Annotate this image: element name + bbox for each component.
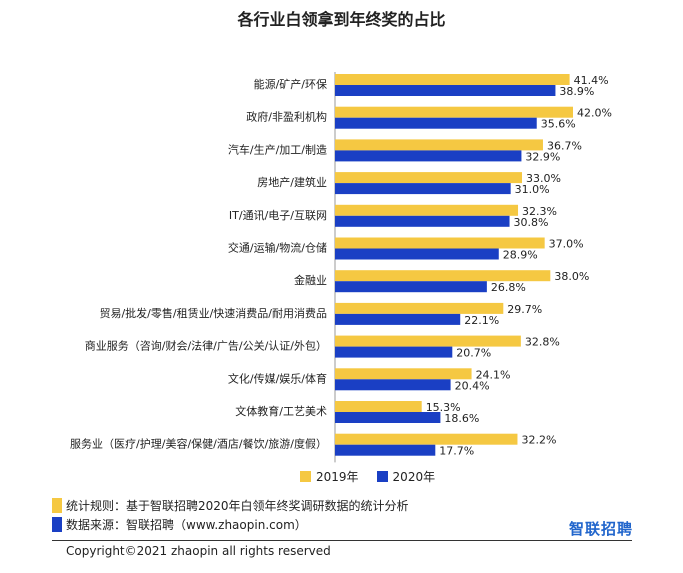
bar-2019 [335,302,504,314]
category-label: 房地产/建筑业 [257,175,327,189]
data-label-2020: 28.9% [503,249,538,262]
category-label: 服务业（医疗/护理/美容/保健/酒店/餐饮/旅游/度假） [70,437,327,451]
bar-2019 [335,401,422,412]
note-method-text: 统计规则：基于智联招聘2020年白领年终奖调研数据的统计分析 [66,499,409,513]
bar-2019 [335,335,521,347]
bar-2020 [335,183,511,195]
bar-2019 [335,270,551,282]
copyright: Copyright©2021 zhaopin all rights reserv… [66,544,331,558]
note-source-text: 数据来源：智联招聘（www.zhaopin.com） [66,518,307,532]
footer-divider [52,540,632,541]
data-label-2020: 38.9% [559,85,594,98]
category-label: 文体教育/工艺美术 [235,404,327,418]
data-label-2019: 42.0% [577,107,612,120]
data-label-2020: 17.7% [439,445,474,458]
category-label: 政府/非盈利机构 [246,110,327,124]
bar-2020 [335,150,522,162]
data-label-2019: 15.3% [426,401,461,414]
data-label-2019: 24.1% [476,368,511,381]
category-label: 交通/运输/物流/仓储 [228,241,327,255]
data-label-2019: 36.7% [547,139,582,152]
bar-2019 [335,204,519,216]
category-label: IT/通讯/电子/互联网 [229,209,327,222]
data-label-2019: 41.4% [574,74,609,87]
bar-2020 [335,117,537,129]
bar-2020 [335,346,453,358]
data-label-2020: 22.1% [464,314,499,327]
data-label-2020: 26.8% [491,281,526,294]
data-label-2019: 33.0% [526,172,561,185]
note-source-marker [52,517,62,532]
note-method-marker [52,498,62,513]
data-label-2019: 37.0% [549,238,584,251]
legend-item-2019: 2019年 [300,468,359,485]
bar-2020 [335,444,436,456]
bar-2020 [335,379,451,391]
category-label: 贸易/批发/零售/租赁业/快速消费品/耐用消费品 [99,306,327,320]
data-label-2019: 29.7% [507,303,542,316]
note-source: 数据来源：智联招聘（www.zhaopin.com） [52,515,409,534]
legend-label-2019: 2019年 [316,470,359,484]
data-label-2020: 18.6% [444,412,479,425]
bar-2020 [335,215,510,227]
data-label-2019: 32.8% [525,336,560,349]
legend-swatch-2019 [300,471,311,482]
notes: 统计规则：基于智联招聘2020年白领年终奖调研数据的统计分析 数据来源：智联招聘… [52,496,409,534]
data-label-2019: 38.0% [554,270,589,283]
bar-2019 [335,433,518,445]
bar-2020 [335,248,499,260]
note-method: 统计规则：基于智联招聘2020年白领年终奖调研数据的统计分析 [52,496,409,515]
bar-2019 [335,139,543,151]
bar-2019 [335,106,573,118]
category-label: 文化/传媒/娱乐/体育 [228,371,327,385]
legend-swatch-2020 [376,471,388,482]
data-label-2020: 35.6% [541,118,576,131]
data-label-2019: 32.2% [521,434,556,447]
data-label-2020: 32.9% [525,150,560,163]
category-label: 能源/矿产/环保 [254,77,327,91]
bar-2019 [335,74,570,85]
bar-2019 [335,237,545,249]
category-label: 金融业 [294,273,327,287]
data-label-2020: 31.0% [515,183,550,196]
chart-title: 各行业白领拿到年终奖的占比 [237,10,446,29]
bar-2020 [335,412,441,423]
bar-2020 [335,281,487,293]
brand-logo: 智联招聘 [568,520,633,538]
bar-2020 [335,85,556,96]
legend-item-2020: 2020年 [376,468,436,485]
legend-label-2020: 2020年 [392,470,436,484]
legend: 2019年 2020年 [300,468,447,485]
data-label-2020: 20.4% [455,379,490,392]
bar-chart: 能源/矿产/环保 41.4%38.9% 政府/非盈利机构 42.0%35.6% 汽车/生… [70,72,612,463]
data-label-2019: 32.3% [522,205,557,218]
category-label: 商业服务（咨询/财会/法律/广告/公关/认证/外包） [85,339,327,353]
category-label: 汽车/生产/加工/制造 [228,142,327,156]
bar-2019 [335,172,522,184]
data-label-2020: 30.8% [514,216,549,229]
data-label-2020: 20.7% [456,347,491,360]
bar-2019 [335,368,472,380]
bar-2020 [335,313,461,325]
